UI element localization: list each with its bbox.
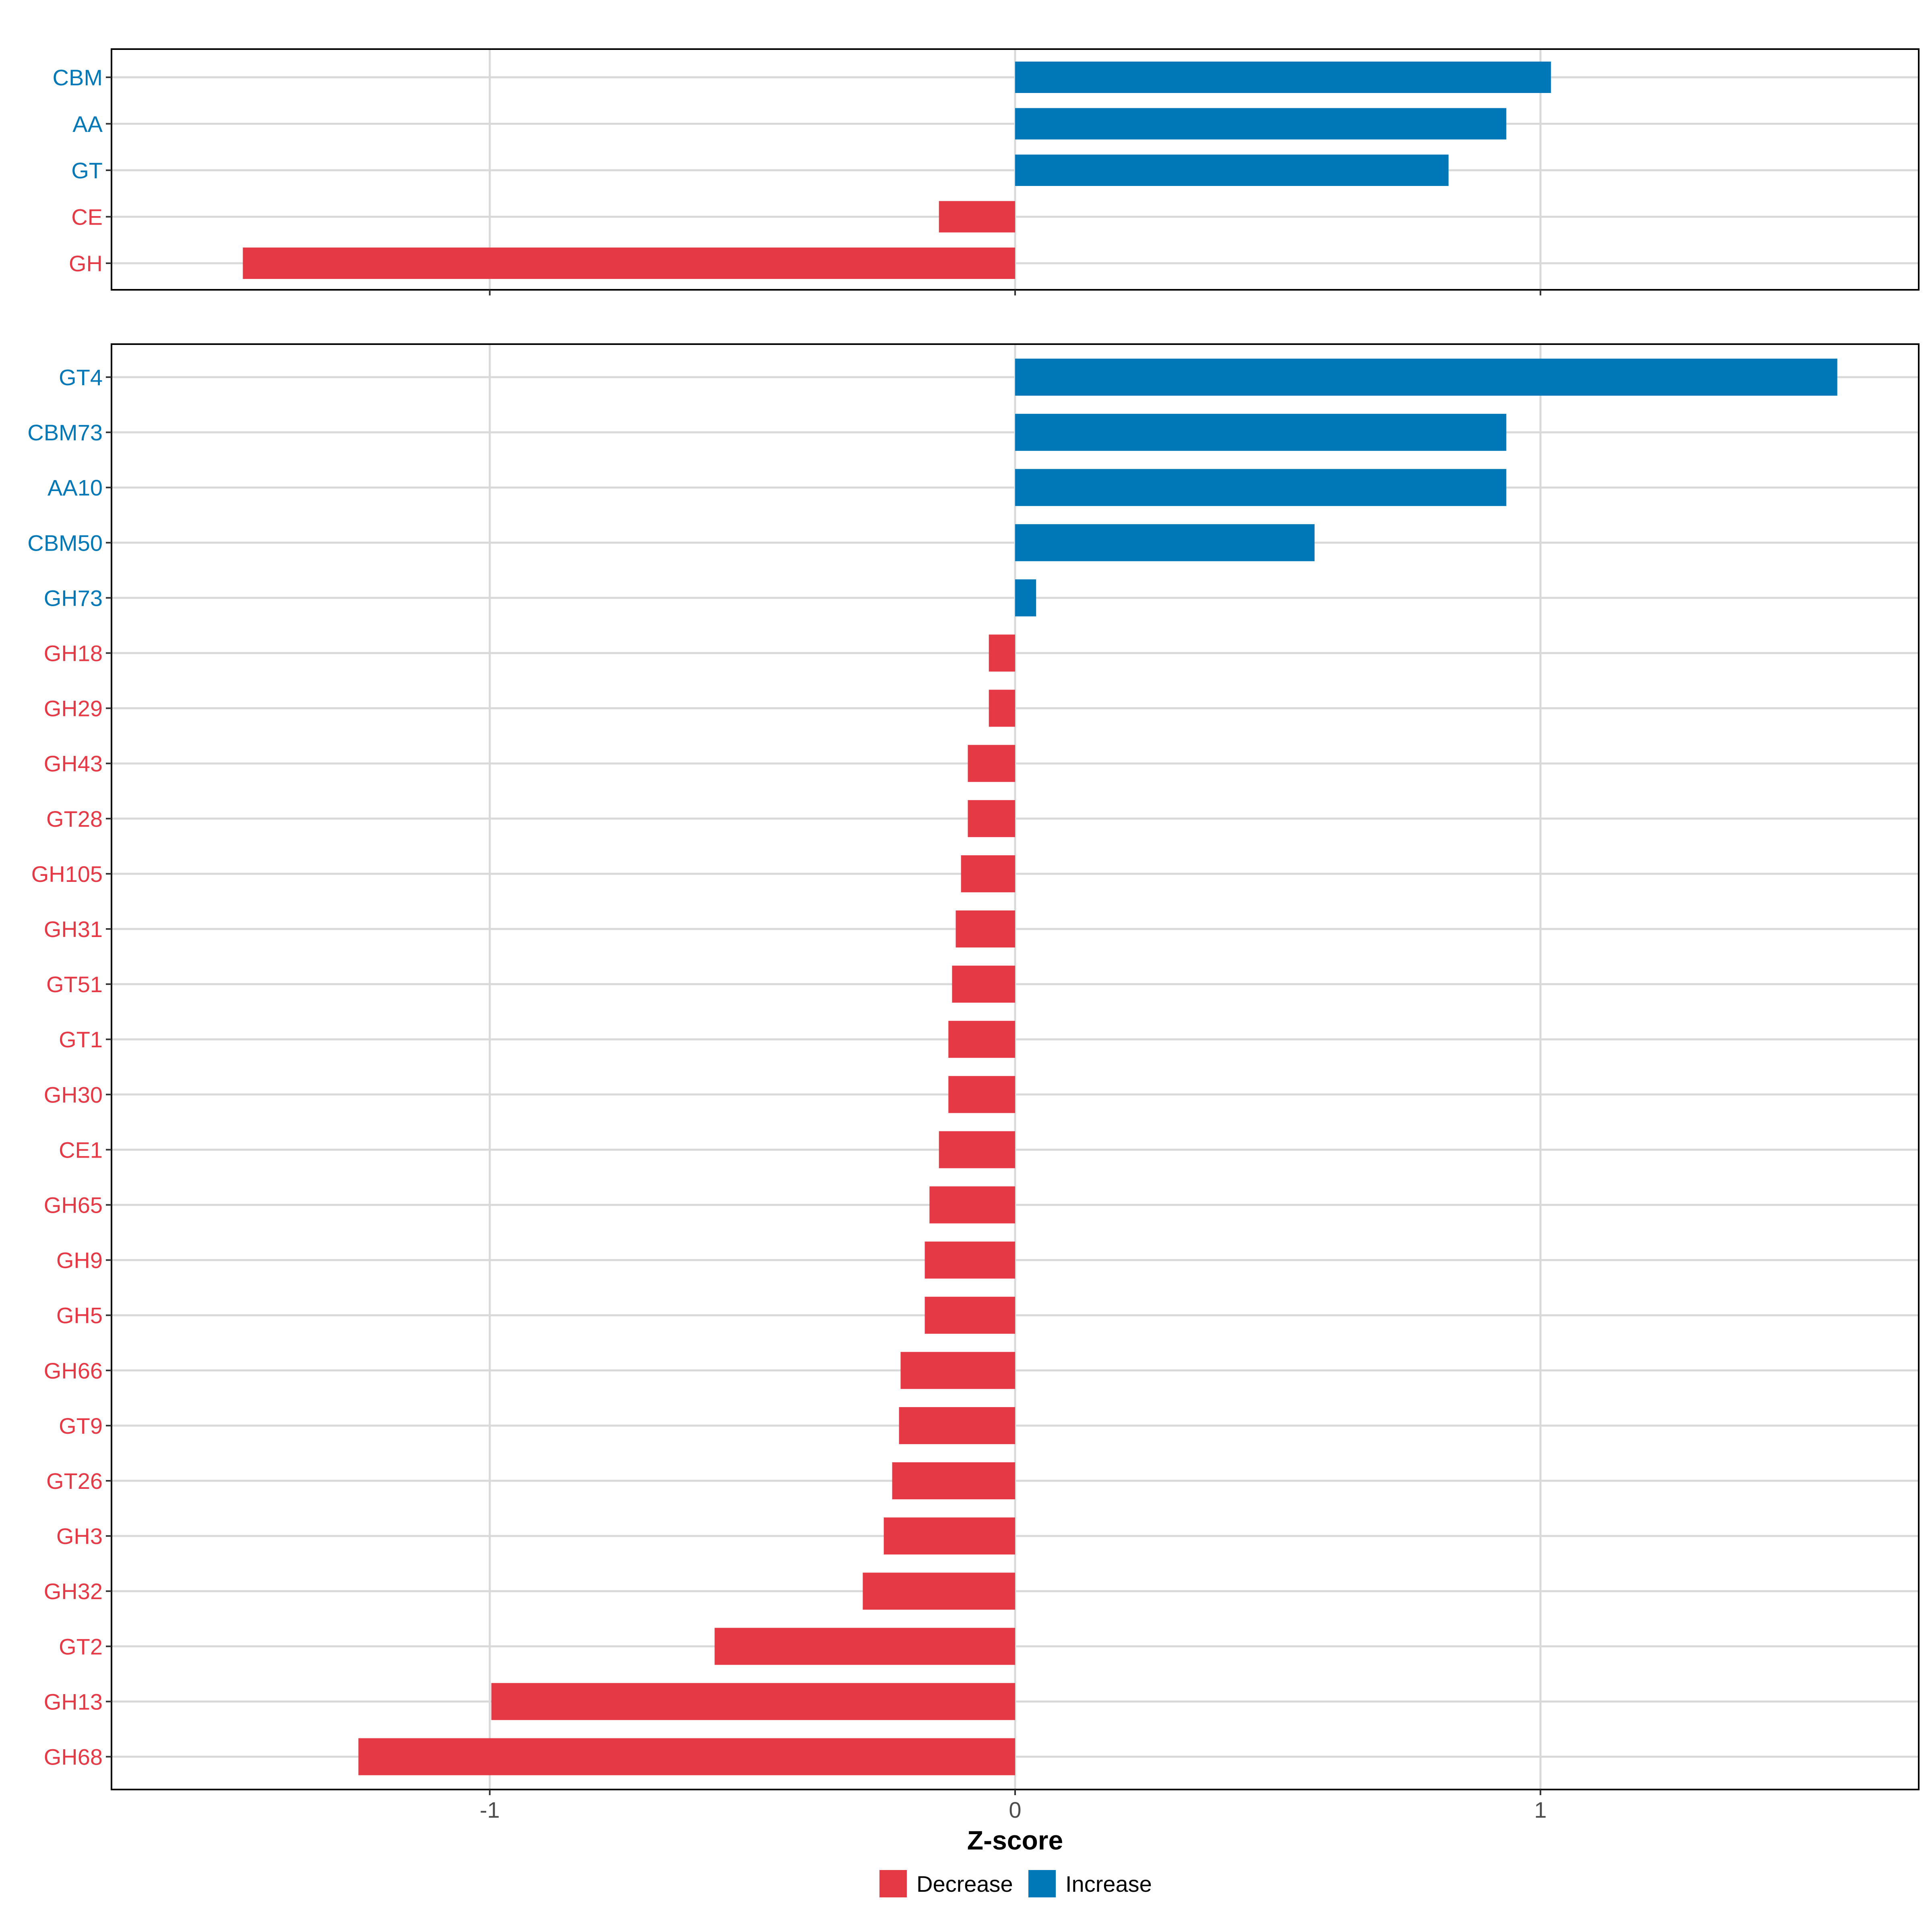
legend: Decrease Increase: [879, 1870, 1152, 1897]
bar-gh65: [929, 1186, 1015, 1224]
legend-label-decrease: Decrease: [916, 1871, 1013, 1897]
bar-gh: [243, 248, 1016, 279]
bar-cbm50: [1015, 524, 1315, 561]
y-tick-label-gt9: GT9: [59, 1413, 103, 1439]
bar-ce: [939, 201, 1015, 233]
y-tick-label-aa: AA: [72, 111, 103, 137]
bar-gh73: [1015, 579, 1036, 617]
top-panel: CBM AA GT CE GH: [53, 48, 1920, 295]
y-tick-label-cbm: CBM: [53, 65, 103, 90]
bar-gh9: [925, 1241, 1015, 1279]
y-tick-label-gh66: GH66: [44, 1358, 103, 1383]
y-tick-label-gh73: GH73: [44, 585, 103, 611]
bar-gh31: [956, 910, 1015, 947]
y-tick-label-cbm73: CBM73: [27, 420, 103, 445]
bar-gt4: [1015, 359, 1837, 396]
bar-gt1: [948, 1021, 1015, 1058]
y-tick-label-gh31: GH31: [44, 916, 103, 942]
y-tick-label-gh9: GH9: [56, 1248, 103, 1273]
bar-gh18: [989, 634, 1015, 672]
x-axis: -1 0 1: [480, 1797, 1547, 1823]
y-tick-label-gh29: GH29: [44, 696, 103, 721]
y-tick-label-gt1: GT1: [59, 1027, 103, 1052]
y-tick-label-gh3: GH3: [56, 1523, 103, 1549]
x-tick-label: 0: [1009, 1797, 1021, 1823]
bar-gh13: [491, 1683, 1015, 1720]
bar-aa10: [1015, 469, 1507, 506]
x-tick-label: 1: [1534, 1797, 1547, 1823]
y-tick-label-gh68: GH68: [44, 1744, 103, 1770]
bar-aa: [1015, 108, 1507, 140]
y-tick-label-gt: GT: [71, 158, 103, 183]
y-tick-label-cbm50: CBM50: [27, 530, 103, 555]
bar-gh43: [968, 745, 1015, 782]
y-tick-label-gh30: GH30: [44, 1082, 103, 1107]
y-tick-label-aa10: AA10: [47, 475, 103, 500]
bar-gh105: [961, 855, 1015, 892]
y-tick-label-ce: CE: [71, 204, 103, 230]
bar-cbm: [1015, 62, 1551, 93]
bar-gt: [1015, 155, 1449, 186]
y-tick-label-gh65: GH65: [44, 1193, 103, 1218]
y-tick-label-gh13: GH13: [44, 1689, 103, 1714]
bar-gh32: [863, 1573, 1015, 1610]
y-tick-label-gh5: GH5: [56, 1303, 103, 1328]
bar-gt2: [714, 1628, 1015, 1665]
bar-gh66: [900, 1352, 1015, 1389]
x-tick-label: -1: [480, 1797, 500, 1823]
bar-gh68: [358, 1738, 1016, 1775]
bar-gh29: [989, 689, 1015, 727]
bottom-panel: GT4 CBM73 AA10 CBM50 GH73 GH18 GH29 GH43 GT28 GH1…: [27, 343, 1920, 1795]
bar-ce1: [939, 1131, 1015, 1168]
bar-gt28: [968, 800, 1015, 837]
y-tick-label-gt2: GT2: [59, 1634, 103, 1659]
y-tick-label-gh: GH: [69, 251, 103, 276]
bar-gt26: [892, 1462, 1015, 1499]
y-tick-label-gt4: GT4: [59, 365, 103, 390]
bar-gh5: [925, 1296, 1015, 1334]
y-tick-label-gt26: GT26: [46, 1468, 103, 1494]
y-tick-label-gh105: GH105: [31, 861, 103, 887]
bar-gh3: [883, 1517, 1015, 1555]
bar-gt51: [952, 966, 1015, 1003]
bar-cbm73: [1015, 414, 1507, 451]
y-tick-label-ce1: CE1: [59, 1137, 103, 1162]
y-tick-label-gt28: GT28: [46, 806, 103, 832]
y-tick-label-gh32: GH32: [44, 1579, 103, 1604]
bar-gh30: [948, 1076, 1015, 1113]
legend-swatch-increase: [1028, 1870, 1056, 1897]
legend-swatch-decrease: [879, 1870, 907, 1897]
y-tick-label-gh18: GH18: [44, 641, 103, 666]
legend-label-increase: Increase: [1065, 1871, 1152, 1897]
bar-gt9: [899, 1407, 1015, 1444]
y-tick-label-gh43: GH43: [44, 751, 103, 776]
y-tick-label-gt51: GT51: [46, 972, 103, 997]
x-axis-title: Z-score: [967, 1825, 1063, 1855]
